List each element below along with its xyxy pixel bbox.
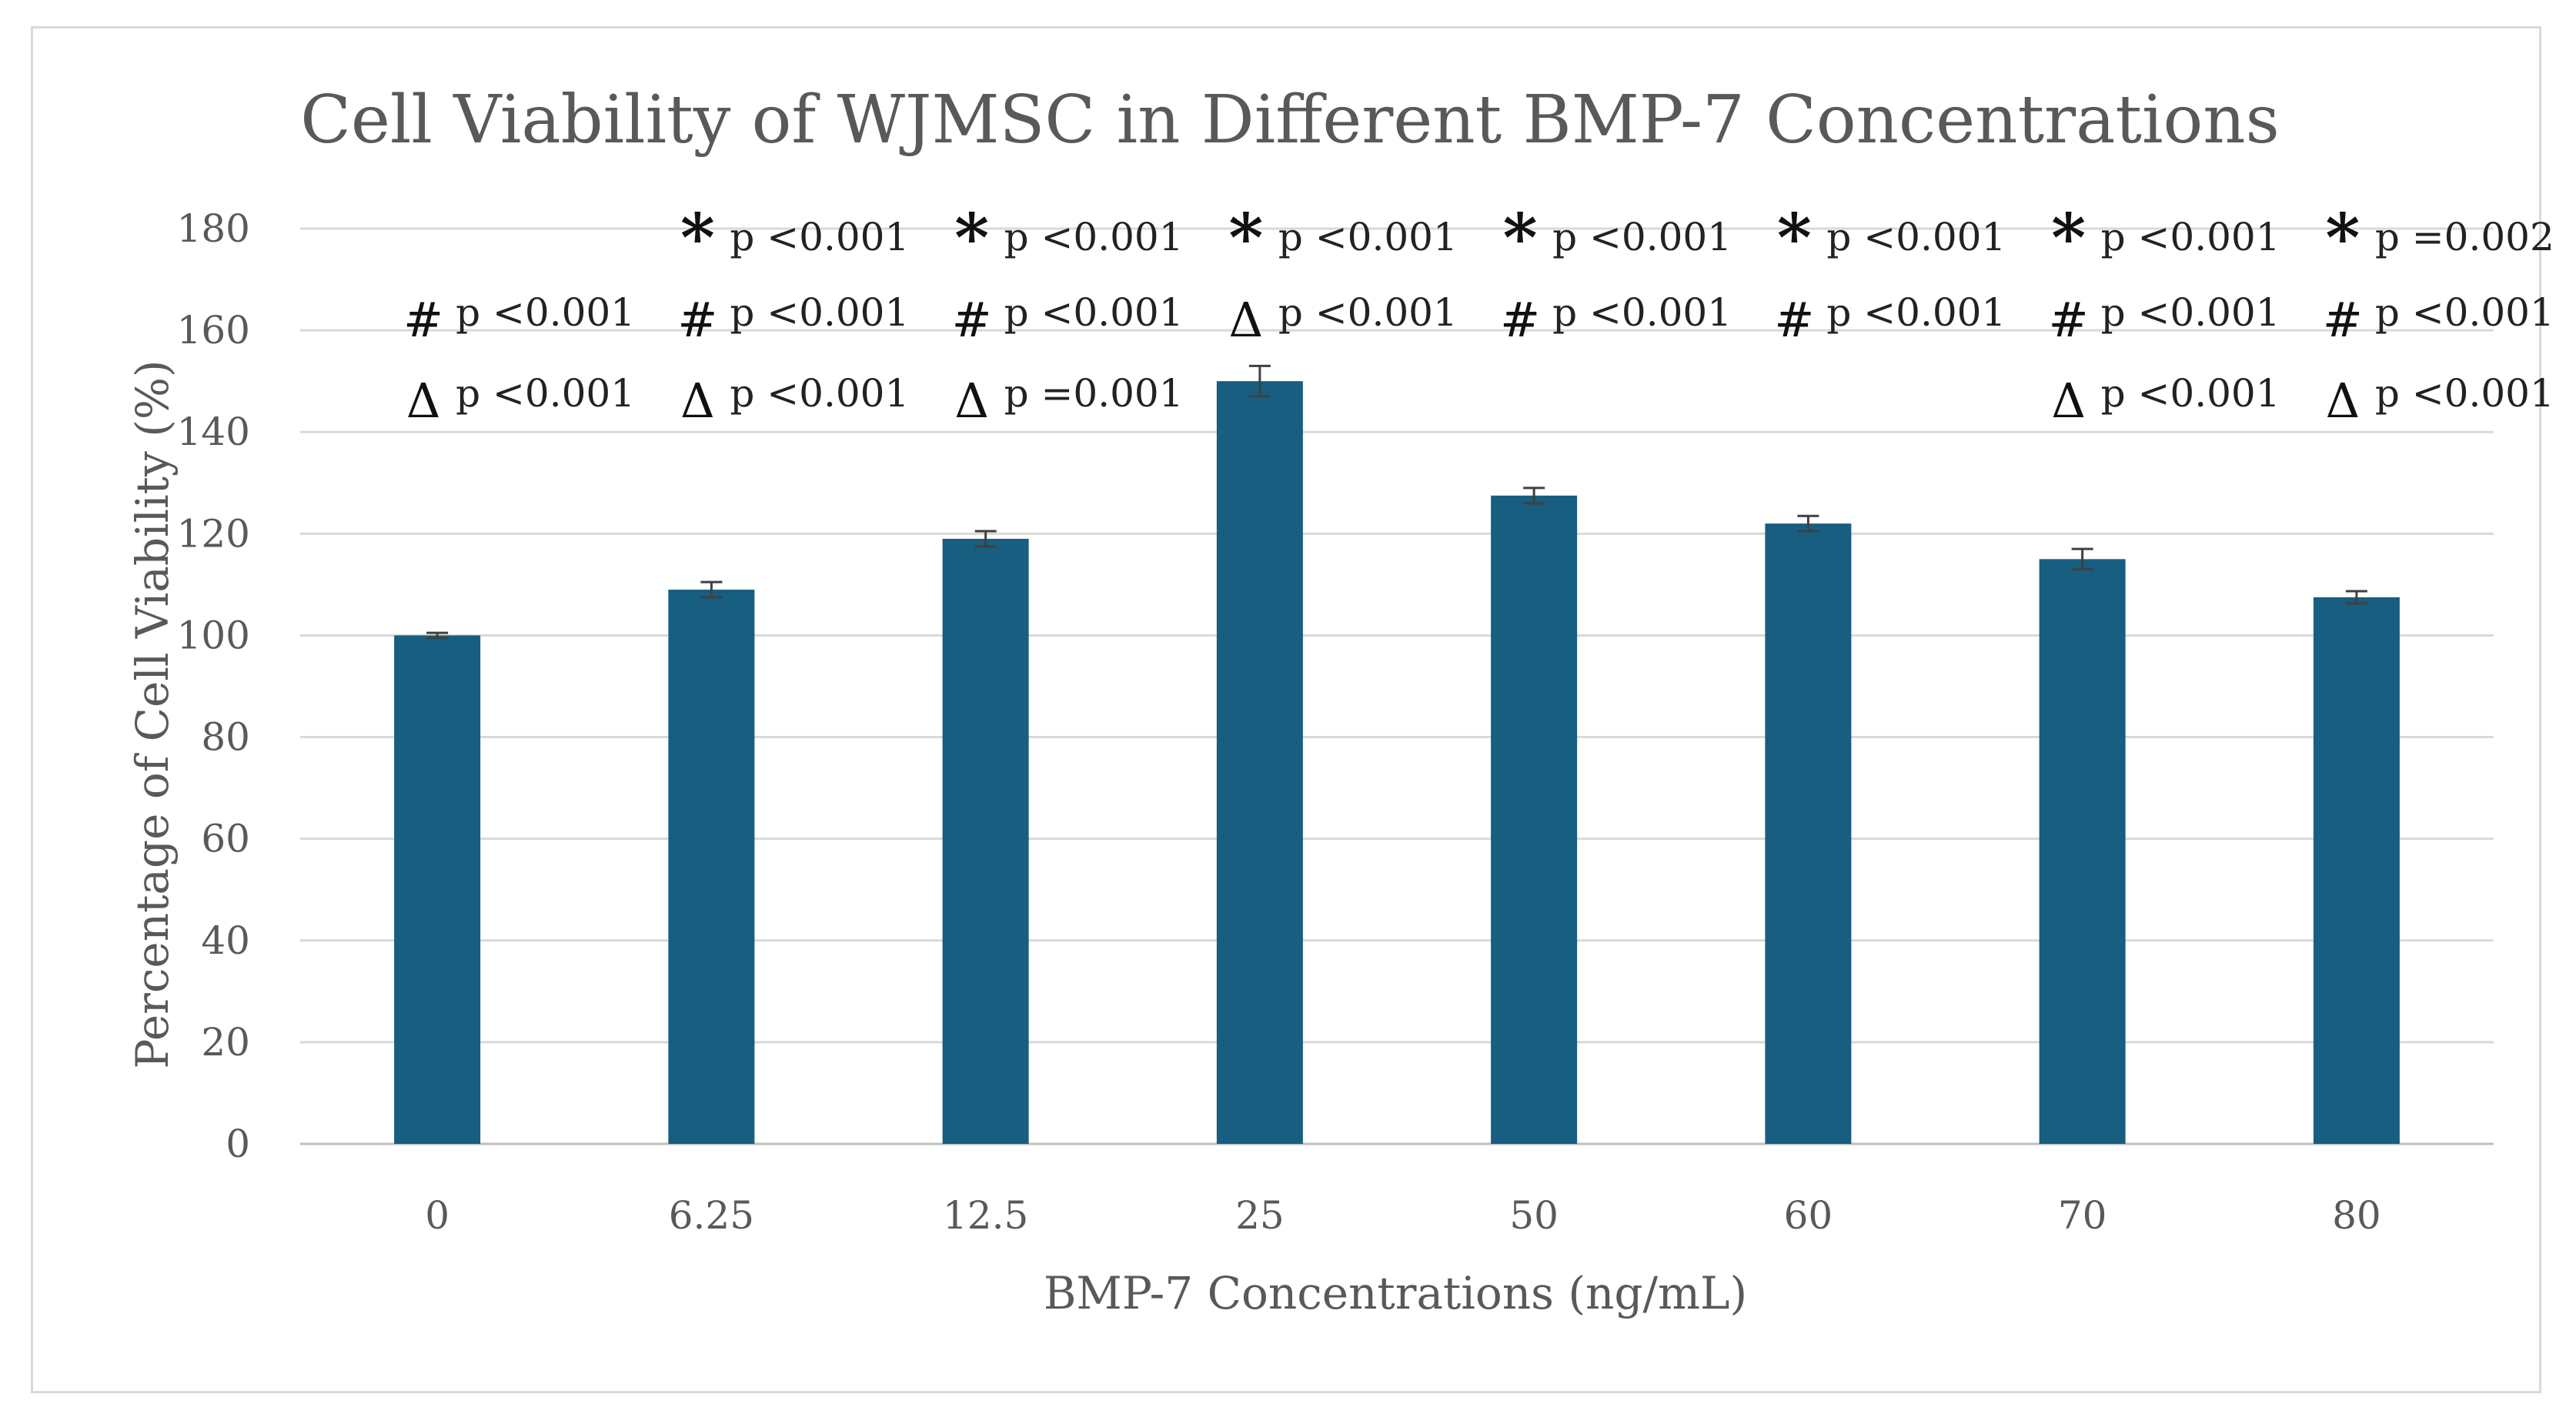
x-axis-ticks: 0 6.25 12.5 25 50 60 70 80 (425, 1193, 2381, 1238)
hash-symbol: # (677, 292, 717, 348)
y-tick-label: 160 (177, 308, 250, 353)
delta-symbol: Δ (2051, 373, 2086, 429)
bar (2313, 597, 2400, 1144)
y-tick-label: 80 (201, 715, 250, 760)
significance-annotation: * p <0.001 (680, 199, 909, 277)
error-bars (426, 364, 2367, 640)
delta-symbol: Δ (680, 373, 715, 429)
p-value-label: p <0.001 (2375, 371, 2554, 416)
hash-symbol: # (952, 292, 992, 348)
x-tick-label: 25 (1235, 1193, 1285, 1238)
significance-annotation: # p <0.001 (1774, 290, 2006, 348)
p-value-label: p <0.001 (1826, 290, 2006, 335)
p-value-label: p <0.001 (456, 290, 635, 335)
p-value-label: p <0.001 (1552, 290, 1732, 335)
hash-symbol: # (2323, 292, 2363, 348)
asterisk-symbol: * (1503, 199, 1538, 277)
x-tick-label: 50 (1509, 1193, 1559, 1238)
asterisk-symbol: * (1777, 199, 1812, 277)
y-tick-label: 140 (177, 410, 250, 454)
y-tick-label: 20 (201, 1020, 250, 1065)
p-value-label: p <0.001 (2101, 290, 2280, 335)
significance-annotation: * p =0.002 (2325, 199, 2554, 277)
hash-symbol: # (1774, 292, 1814, 348)
p-value-label: p <0.001 (2101, 371, 2280, 416)
significance-annotation: * p <0.001 (2051, 199, 2280, 277)
significance-annotation: * p <0.001 (1777, 199, 2006, 277)
bar (668, 589, 755, 1144)
significance-annotation: # p <0.001 (952, 290, 1184, 348)
p-value-label: p <0.001 (1552, 215, 1732, 259)
p-value-label: p <0.001 (730, 371, 909, 416)
chart-title: Cell Viability of WJMSC in Different BMP… (300, 82, 2280, 159)
p-value-label: p <0.001 (1278, 215, 1458, 259)
x-axis-title: BMP-7 Concentrations (ng/mL) (1044, 1267, 1747, 1319)
x-tick-label: 60 (1784, 1193, 1833, 1238)
y-tick-label: 100 (177, 613, 250, 657)
bar (1765, 523, 1852, 1144)
asterisk-symbol: * (680, 199, 715, 277)
y-axis-title: Percentage of Cell Viability (%) (126, 359, 179, 1068)
bar (1216, 381, 1303, 1145)
p-value-label: p <0.001 (2375, 290, 2554, 335)
bar (2039, 559, 2126, 1144)
x-tick-label: 80 (2332, 1193, 2381, 1238)
y-tick-label: 40 (201, 918, 250, 963)
gridlines (300, 227, 2494, 1145)
x-tick-label: 12.5 (943, 1193, 1028, 1238)
delta-symbol: Δ (1228, 292, 1263, 348)
asterisk-symbol: * (2325, 199, 2360, 277)
y-tick-label: 180 (177, 206, 250, 251)
p-value-label: p <0.001 (1278, 290, 1458, 335)
p-value-label: p <0.001 (1004, 290, 1184, 335)
delta-symbol: Δ (954, 373, 989, 429)
significance-annotation: * p <0.001 (1503, 199, 1732, 277)
x-tick-label: 6.25 (669, 1193, 754, 1238)
significance-annotation: * p <0.001 (1228, 199, 1457, 277)
asterisk-symbol: * (2051, 199, 2086, 277)
p-value-label: p <0.001 (1826, 215, 2006, 259)
significance-annotation: # p <0.001 (677, 290, 909, 348)
p-value-label: p <0.001 (730, 215, 909, 259)
significance-annotation: * p <0.001 (954, 199, 1183, 277)
bars (394, 381, 2400, 1145)
asterisk-symbol: * (954, 199, 989, 277)
significance-annotation: # p <0.001 (2323, 290, 2554, 348)
hash-symbol: # (1500, 292, 1540, 348)
p-value-label: p <0.001 (730, 290, 909, 335)
delta-symbol: Δ (406, 373, 441, 429)
p-value-label: p <0.001 (456, 371, 635, 416)
p-value-label: p <0.001 (1004, 215, 1184, 259)
bar (394, 635, 481, 1144)
bar (1491, 495, 1578, 1144)
y-tick-label: 60 (201, 817, 250, 861)
y-tick-label: 120 (177, 511, 250, 556)
significance-annotation: # p <0.001 (403, 290, 635, 348)
asterisk-symbol: * (1228, 199, 1263, 277)
y-tick-label: 0 (226, 1122, 250, 1166)
y-axis-ticks: 0 20 40 60 80 100 120 140 160 180 (177, 206, 250, 1166)
p-value-label: p =0.002 (2375, 215, 2554, 259)
significance-annotation: # p <0.001 (2049, 290, 2280, 348)
hash-symbol: # (403, 292, 443, 348)
hash-symbol: # (2049, 292, 2089, 348)
p-value-label: p =0.001 (1004, 371, 1184, 416)
x-tick-label: 0 (425, 1193, 449, 1238)
delta-symbol: Δ (2325, 373, 2360, 429)
significance-annotation: # p <0.001 (1500, 290, 1732, 348)
bar (942, 538, 1029, 1144)
p-value-label: p <0.001 (2101, 215, 2280, 259)
x-tick-label: 70 (2058, 1193, 2107, 1238)
